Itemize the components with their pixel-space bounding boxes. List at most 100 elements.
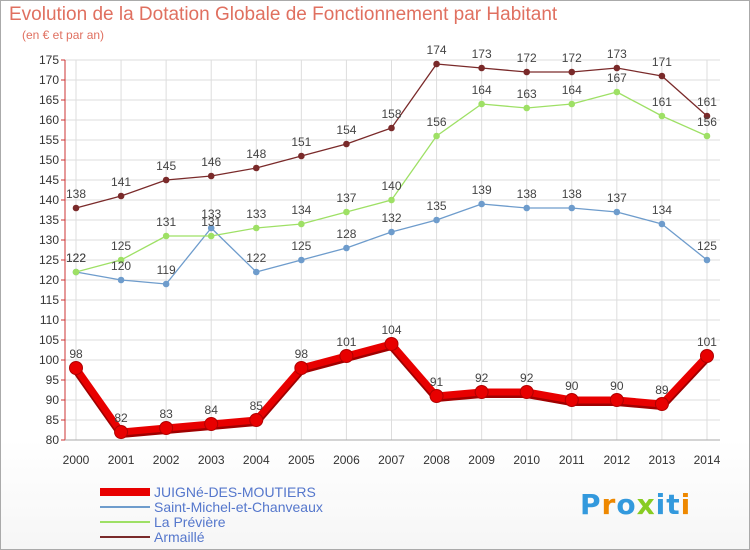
xtick-label: 2013 <box>649 453 676 467</box>
data-label-armaille: 172 <box>562 51 582 65</box>
data-point-la-previere <box>523 104 530 112</box>
logo-letter: x <box>636 488 656 521</box>
data-label-armaille: 145 <box>156 159 176 173</box>
ytick-label: 100 <box>39 353 59 367</box>
data-point-armaille <box>117 192 125 200</box>
xtick-label: 2000 <box>63 453 90 467</box>
data-point-armaille <box>613 64 621 72</box>
data-point-saint-michel-et-chanveaux <box>252 268 260 276</box>
ytick-label: 115 <box>40 293 59 307</box>
ytick-label: 160 <box>39 113 59 127</box>
legend-label: Armaillé <box>154 528 205 545</box>
chart-subtitle: (en € et par an) <box>22 28 105 42</box>
data-label-armaille: 171 <box>652 55 672 69</box>
data-point-saint-michel-et-chanveaux <box>388 228 395 236</box>
data-point-la-previere <box>72 268 80 276</box>
data-label-juigne-des-moutiers: 91 <box>430 375 444 389</box>
legend-item: Armaillé <box>100 528 323 545</box>
data-point-saint-michel-et-chanveaux <box>162 280 170 288</box>
data-label-saint-michel-et-chanveaux: 135 <box>427 199 447 213</box>
data-label-juigne-des-moutiers: 89 <box>655 383 669 397</box>
data-label-juigne-des-moutiers: 85 <box>250 399 264 413</box>
ytick-label: 135 <box>39 213 59 227</box>
data-label-juigne-des-moutiers: 92 <box>475 371 489 385</box>
data-label-juigne-des-moutiers: 104 <box>381 323 401 337</box>
data-point-armaille <box>298 152 305 160</box>
ytick-label: 120 <box>39 273 59 287</box>
data-point-juigne-des-moutiers <box>249 413 264 427</box>
data-point-armaille <box>568 68 576 76</box>
data-label-la-previere: 133 <box>246 207 266 221</box>
data-point-armaille <box>207 172 215 180</box>
data-point-armaille <box>523 68 530 76</box>
data-point-la-previere <box>252 224 260 232</box>
ytick-label: 110 <box>40 313 59 327</box>
data-label-juigne-des-moutiers: 84 <box>205 403 219 417</box>
ytick-label: 155 <box>39 133 59 147</box>
data-label-saint-michel-et-chanveaux: 138 <box>517 187 537 201</box>
data-label-armaille: 141 <box>111 175 131 189</box>
xtick-label: 2005 <box>288 453 315 467</box>
ytick-label: 85 <box>46 413 60 427</box>
data-label-armaille: 138 <box>66 187 86 201</box>
xtick-label: 2001 <box>108 453 135 467</box>
data-label-juigne-des-moutiers: 101 <box>336 335 356 349</box>
data-label-la-previere: 131 <box>201 215 221 229</box>
data-label-saint-michel-et-chanveaux: 139 <box>472 183 492 197</box>
data-label-la-previere: 164 <box>562 83 582 97</box>
data-label-armaille: 161 <box>697 95 717 109</box>
ytick-label: 140 <box>39 193 59 207</box>
legend-swatch <box>100 520 150 523</box>
data-label-juigne-des-moutiers: 98 <box>69 347 83 361</box>
legend-swatch <box>100 487 150 496</box>
legend-label: Saint-Michel-et-Chanveaux <box>154 498 323 515</box>
data-label-la-previere: 131 <box>156 215 176 229</box>
data-label-la-previere: 137 <box>336 191 356 205</box>
data-label-armaille: 174 <box>427 43 447 57</box>
chart-title: Evolution de la Dotation Globale de Fonc… <box>9 4 558 25</box>
logo-letter: P <box>580 488 602 521</box>
data-label-saint-michel-et-chanveaux: 125 <box>291 239 311 253</box>
data-label-juigne-des-moutiers: 92 <box>520 371 534 385</box>
data-point-saint-michel-et-chanveaux <box>523 204 530 212</box>
data-point-saint-michel-et-chanveaux <box>298 256 305 264</box>
xtick-label: 2014 <box>694 453 721 467</box>
data-point-juigne-des-moutiers <box>384 337 399 351</box>
legend-swatch <box>100 535 150 538</box>
xtick-label: 2003 <box>198 453 225 467</box>
xtick-label: 2004 <box>243 453 270 467</box>
data-point-saint-michel-et-chanveaux <box>613 208 621 216</box>
data-point-juigne-des-moutiers <box>69 361 83 375</box>
data-point-la-previere <box>658 112 666 120</box>
legend-swatch <box>100 505 150 508</box>
data-label-armaille: 154 <box>336 123 356 137</box>
ytick-label: 105 <box>39 333 59 347</box>
data-label-saint-michel-et-chanveaux: 122 <box>246 251 266 265</box>
data-label-la-previere: 163 <box>517 87 537 101</box>
data-point-saint-michel-et-chanveaux <box>207 224 215 232</box>
data-point-juigne-des-moutiers <box>204 417 219 431</box>
ytick-label: 170 <box>39 73 59 87</box>
data-label-la-previere: 161 <box>652 95 672 109</box>
data-point-la-previere <box>433 132 440 140</box>
data-label-saint-michel-et-chanveaux: 137 <box>607 191 627 205</box>
legend-label: JUIGNé-DES-MOUTIERS <box>154 483 316 500</box>
data-label-juigne-des-moutiers: 98 <box>295 347 309 361</box>
legend-item: JUIGNé-DES-MOUTIERS <box>100 483 323 500</box>
data-point-juigne-des-moutiers <box>114 425 129 439</box>
xtick-label: 2008 <box>423 453 450 467</box>
data-point-la-previere <box>298 220 305 228</box>
proxiti-logo: Proxiti <box>580 488 691 521</box>
data-label-saint-michel-et-chanveaux: 134 <box>652 203 672 217</box>
data-point-la-previere <box>162 232 170 240</box>
legend: JUIGNé-DES-MOUTIERS Saint-Michel-et-Chanv… <box>100 483 323 545</box>
xtick-label: 2007 <box>378 453 405 467</box>
ytick-label: 150 <box>39 153 59 167</box>
data-label-juigne-des-moutiers: 101 <box>697 335 717 349</box>
data-label-saint-michel-et-chanveaux: 133 <box>201 207 221 221</box>
data-point-juigne-des-moutiers <box>699 349 714 363</box>
xtick-label: 2006 <box>333 453 360 467</box>
legend-item: La Prévière <box>100 514 323 530</box>
